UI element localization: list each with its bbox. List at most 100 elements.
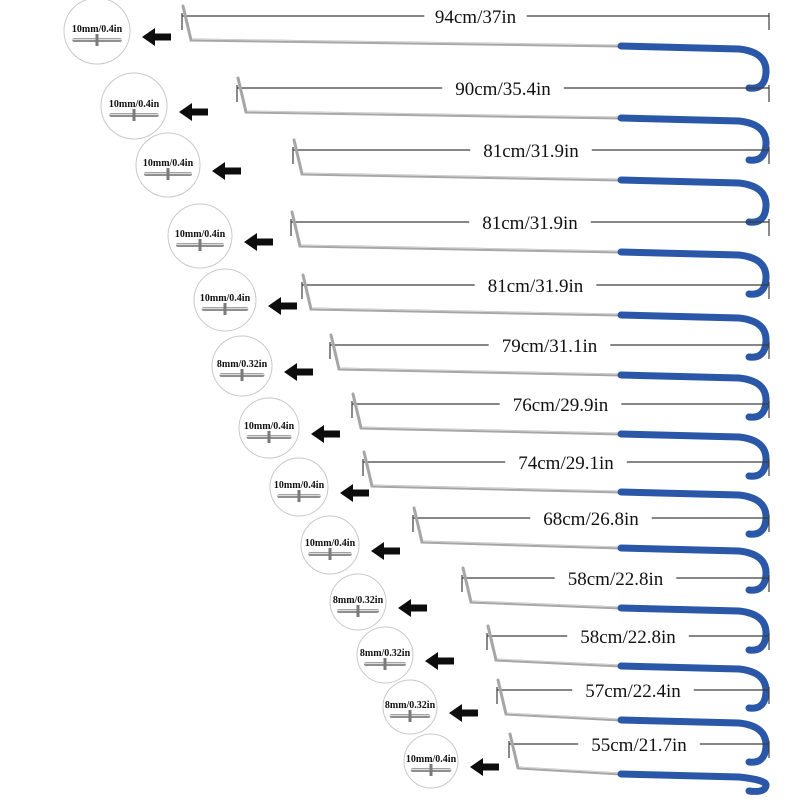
tip-rod-joint — [95, 34, 99, 46]
length-label: 81cm/31.9in — [482, 213, 578, 234]
rod-shaft-highlight — [302, 172, 622, 180]
rod-shaft — [412, 506, 623, 550]
rod-handle — [617, 770, 770, 795]
rod-shaft — [329, 333, 623, 377]
left-arrow-icon — [179, 103, 208, 121]
tip-size-label: 10mm/0.4in — [109, 99, 160, 110]
tip-size-label: 8mm/0.32in — [360, 648, 411, 659]
length-label: 74cm/29.1in — [518, 453, 614, 474]
rod-shaft — [508, 732, 623, 776]
rod-shaft — [496, 678, 623, 722]
rod-row: 55cm/21.7in 10mm/0.4in — [403, 732, 770, 795]
length-label: 81cm/31.9in — [483, 141, 579, 162]
tip-detail-circle — [329, 573, 387, 631]
rod-shaft-highlight — [191, 38, 622, 46]
rod-shaft — [351, 392, 623, 436]
left-arrow-icon — [340, 484, 369, 502]
tip-size-label: 8mm/0.32in — [333, 595, 384, 606]
left-arrow-icon — [398, 599, 427, 617]
rod-shaft — [301, 273, 623, 317]
tip-rod-joint — [297, 490, 301, 502]
rod-handle — [617, 716, 770, 766]
length-label: 81cm/31.9in — [488, 276, 584, 297]
tip-rod-joint — [383, 658, 387, 670]
rod-shaft-highlight — [422, 540, 622, 548]
tip-size-label: 10mm/0.4in — [406, 754, 457, 765]
tip-size-label: 10mm/0.4in — [143, 158, 194, 169]
rod-row: 68cm/26.8in 10mm/0.4in — [300, 506, 770, 594]
rod-row: 58cm/22.8in 8mm/0.32in — [329, 566, 770, 654]
rod-handle — [617, 604, 770, 654]
tip-detail-circle — [300, 515, 360, 575]
rod-shaft — [486, 624, 623, 668]
rod-row: 81cm/31.9in 10mm/0.4in — [135, 132, 770, 226]
rod-handle — [617, 430, 770, 480]
left-arrow-icon — [212, 162, 241, 180]
rod-shaft — [461, 566, 623, 610]
length-label: 79cm/31.1in — [502, 336, 598, 357]
length-label: 94cm/37in — [435, 7, 517, 28]
tip-rod-joint — [223, 303, 227, 315]
left-arrow-icon — [311, 425, 340, 443]
tip-size-label: 10mm/0.4in — [244, 421, 295, 432]
left-arrow-icon — [284, 363, 313, 381]
rod-row: 79cm/31.1in 8mm/0.32in — [211, 333, 770, 421]
left-arrow-icon — [425, 652, 454, 670]
tip-rod-joint — [166, 168, 170, 180]
length-label: 90cm/35.4in — [455, 79, 551, 100]
tip-rod-joint — [408, 710, 412, 722]
rod-row: 58cm/22.8in 8mm/0.32in — [356, 624, 770, 712]
tip-size-label: 8mm/0.32in — [217, 359, 268, 370]
tip-rod-joint — [240, 369, 244, 381]
tip-rod-joint — [267, 431, 271, 443]
rod-row: 94cm/37in 10mm/0.4in — [63, 0, 770, 92]
rod-shaft — [290, 210, 623, 254]
rod-shaft-highlight — [311, 307, 622, 315]
rod-shaft-highlight — [246, 110, 622, 118]
length-label: 58cm/22.8in — [580, 627, 676, 648]
rod-shaft-highlight — [506, 712, 622, 720]
tip-rod-joint — [356, 605, 360, 617]
tip-detail-circle — [193, 268, 257, 332]
tip-detail-circle — [135, 132, 201, 198]
tip-size-label: 10mm/0.4in — [72, 24, 123, 35]
tip-rod-joint — [198, 239, 202, 251]
tip-rod-joint — [328, 548, 332, 560]
rod-handle — [617, 544, 770, 594]
rod-handle — [617, 114, 770, 164]
length-label: 68cm/26.8in — [543, 509, 639, 530]
tip-size-label: 10mm/0.4in — [305, 538, 356, 549]
rod-handle — [617, 176, 770, 226]
length-label: 58cm/22.8in — [568, 569, 664, 590]
rod-shaft-highlight — [361, 426, 622, 434]
rod-shaft-highlight — [518, 766, 622, 774]
rod-row: 74cm/29.1in 10mm/0.4in — [269, 450, 770, 538]
tip-rod-joint — [132, 109, 136, 121]
tip-detail-circle — [211, 335, 273, 397]
rod-shaft — [181, 4, 623, 48]
rod-row: 81cm/31.9in 10mm/0.4in — [193, 268, 770, 361]
rod-shaft — [362, 450, 623, 494]
length-label: 57cm/22.4in — [585, 681, 681, 702]
left-arrow-icon — [371, 542, 400, 560]
rod-row: 90cm/35.4in 10mm/0.4in — [100, 72, 770, 164]
rod-shaft-highlight — [372, 484, 622, 492]
tip-size-label: 8mm/0.32in — [385, 700, 436, 711]
tip-detail-circle — [269, 457, 329, 517]
rod-handle — [617, 488, 770, 538]
left-arrow-icon — [470, 758, 499, 776]
left-arrow-icon — [142, 28, 171, 46]
left-arrow-icon — [244, 233, 273, 251]
rod-shaft — [236, 76, 623, 120]
rod-handle — [617, 371, 770, 421]
rod-shaft-highlight — [339, 367, 622, 375]
left-arrow-icon — [449, 704, 478, 722]
rod-handle — [617, 42, 770, 92]
tip-size-label: 10mm/0.4in — [175, 229, 226, 240]
tip-detail-circle — [238, 397, 300, 459]
tip-detail-circle — [63, 0, 131, 65]
tip-detail-circle — [382, 679, 438, 735]
rod-handle — [617, 248, 770, 298]
rod-row: 76cm/29.9in 10mm/0.4in — [238, 392, 770, 480]
